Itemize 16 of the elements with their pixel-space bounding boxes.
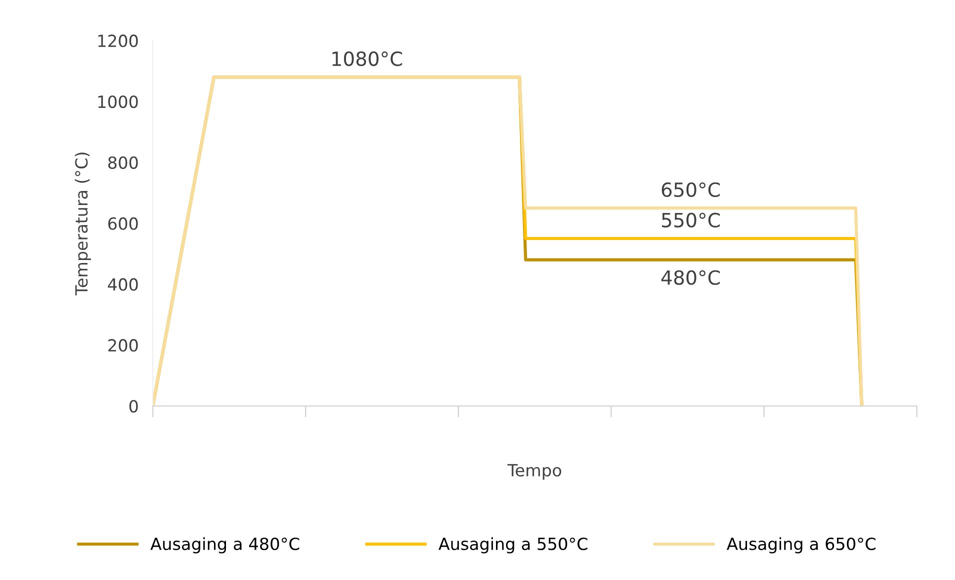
y-tick-label: 200 bbox=[108, 339, 138, 352]
y-tick-label: 1000 bbox=[98, 95, 138, 108]
y-tick-label: 400 bbox=[108, 278, 138, 291]
x-axis-title: Tempo bbox=[507, 464, 562, 480]
y-tick-label: 1200 bbox=[98, 34, 138, 48]
annotation: 650°C bbox=[662, 182, 720, 198]
y-tick-label: 0 bbox=[129, 400, 138, 413]
legend-label: Ausaging a 550°C bbox=[438, 537, 588, 554]
legend-label: Ausaging a 480°C bbox=[150, 537, 300, 554]
legend-label: Ausaging a 650°C bbox=[726, 537, 876, 554]
annotation: 480°C bbox=[661, 270, 720, 285]
annotation: 1080°C bbox=[332, 51, 402, 66]
y-axis-title: Temperatura (°C) bbox=[74, 152, 91, 296]
y-tick-label: 800 bbox=[108, 156, 138, 169]
annotation: 550°C bbox=[662, 212, 720, 228]
y-tick-label: 600 bbox=[108, 217, 138, 230]
